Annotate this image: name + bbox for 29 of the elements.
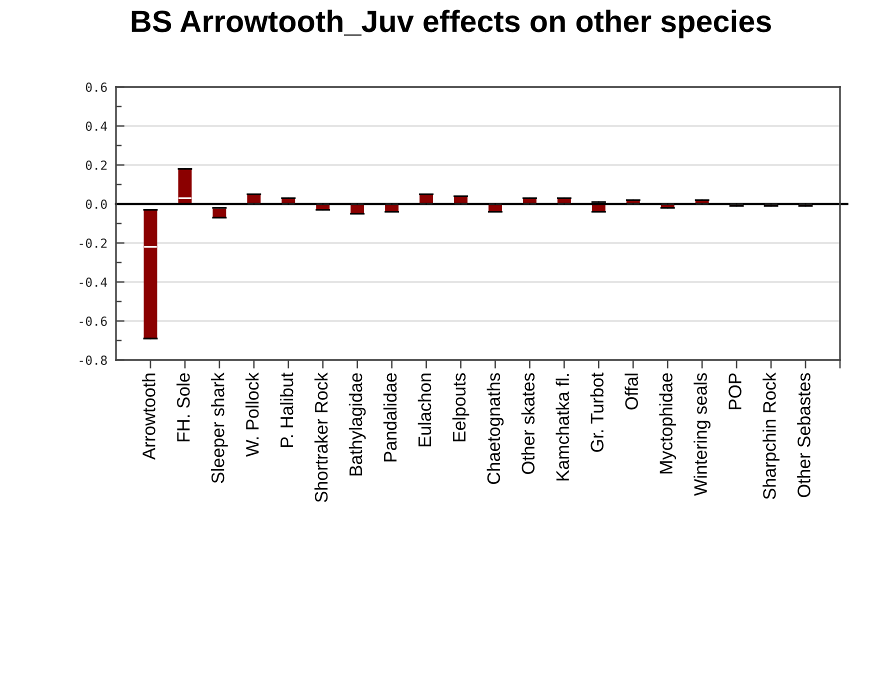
x-tick-label: Gr. Turbot: [590, 372, 604, 452]
x-tick-label: W. Pollock: [245, 372, 259, 457]
x-tick-label: Eelpouts: [452, 373, 470, 442]
y-tick-label: 0.4: [86, 122, 108, 131]
x-tick-label: Offal: [624, 374, 638, 410]
x-tick-label: Sleeper shark: [211, 372, 228, 484]
x-tick-label: Chaetognaths: [486, 373, 504, 484]
y-tick-label: 0.6: [86, 82, 107, 92]
y-tick-label: 0.0: [86, 200, 107, 209]
x-tick-label: Shortraker Rock: [314, 372, 328, 502]
x-tick-label: Pandalidae: [383, 373, 397, 462]
x-tick-label: Other Sebastes: [797, 373, 810, 498]
x-tick-label: FH. Sole: [176, 373, 190, 442]
y-tick-label: 0.2: [86, 160, 107, 170]
x-tick-label: Wintering seals: [694, 373, 711, 496]
y-tick-label: -0.2: [80, 238, 107, 248]
x-tick-label: Other skates: [521, 373, 535, 474]
x-tick-label: Sharpchin Rock: [762, 372, 780, 500]
x-tick-label: Myctophidae: [659, 373, 676, 474]
y-tick-label: -0.8: [80, 356, 107, 365]
chart-title: BS Arrowtooth_Juv effects on other species: [132, 10, 771, 38]
x-tick-label: Bathylagidae: [348, 373, 366, 476]
y-tick-label: -0.6: [80, 316, 107, 326]
x-tick-label: Eulachon: [418, 374, 432, 446]
x-tick-label: Arrowtooth: [142, 374, 156, 460]
x-tick-label: POP: [728, 373, 742, 410]
x-tick-label: P. Halibut: [280, 372, 294, 447]
x-tick-label: Kamchatka fl.: [556, 374, 570, 480]
y-tick-label: -0.4: [80, 278, 108, 287]
